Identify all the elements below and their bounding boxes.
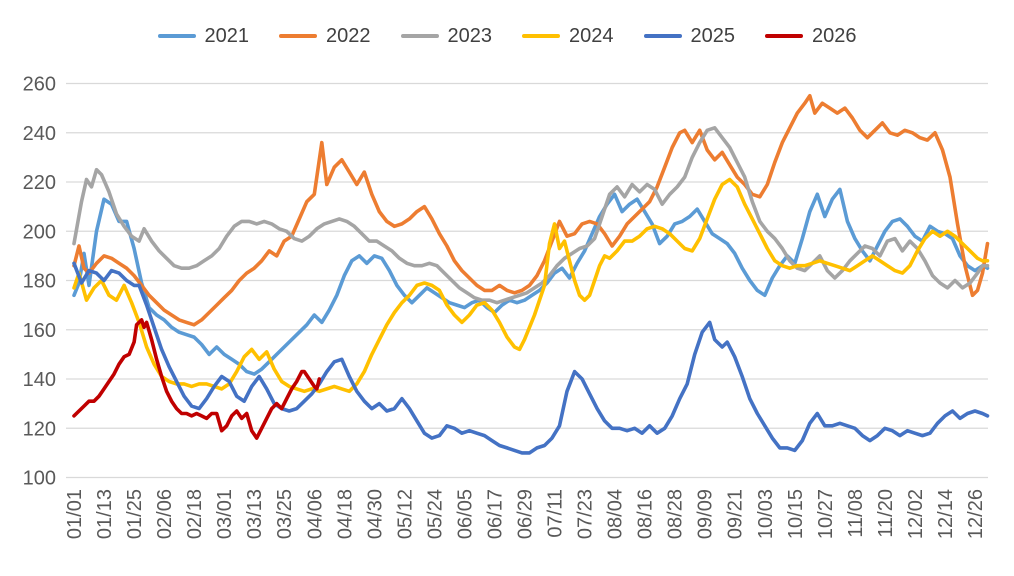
y-axis-tick-label: 260	[23, 74, 56, 96]
x-axis-tick-label: 09/09	[695, 489, 717, 539]
x-axis-tick-label: 03/13	[244, 489, 266, 539]
y-axis-tick-label: 180	[23, 271, 56, 293]
y-axis-tick-label: 140	[23, 369, 56, 391]
x-axis-tick-label: 03/25	[274, 489, 296, 539]
x-axis-tick-label: 12/02	[905, 489, 927, 539]
legend-label: 2026	[812, 25, 857, 47]
legend-label: 2021	[204, 25, 250, 47]
x-axis-tick-label: 08/04	[605, 489, 627, 539]
y-axis-tick-label: 160	[23, 320, 56, 342]
series-line-2024	[72, 177, 990, 394]
y-axis-tick-label: 220	[23, 172, 56, 194]
legend-line-swatch-icon	[279, 34, 317, 38]
x-axis-tick-label: 12/26	[965, 489, 987, 539]
x-axis-tick-label: 01/13	[94, 489, 116, 539]
legend-label: 2023	[447, 25, 493, 47]
legend-line-swatch-icon	[400, 34, 439, 38]
x-axis-tick-label: 10/27	[815, 489, 837, 539]
x-axis-tick-label: 06/17	[484, 489, 506, 539]
y-axis-tick-label: 240	[23, 123, 56, 145]
legend-line-swatch-icon	[157, 34, 196, 38]
x-axis-tick-label: 08/16	[635, 489, 657, 539]
x-axis-tick-label: 10/15	[785, 489, 807, 539]
x-axis-tick-label: 12/14	[935, 489, 957, 539]
y-axis-tick-label: 100	[23, 468, 56, 490]
y-axis-tick-label: 200	[23, 221, 56, 243]
x-axis-tick-label: 11/20	[875, 489, 897, 538]
x-axis-tick-label: 02/18	[184, 489, 206, 539]
legend-line-swatch-icon	[765, 34, 803, 38]
series-line-2022	[72, 94, 990, 327]
series-line-2021	[72, 187, 990, 376]
legend-line-swatch-icon	[522, 34, 560, 38]
series-line-2023	[72, 126, 990, 305]
legend-line-swatch-icon	[643, 34, 682, 38]
x-axis-tick-label: 02/06	[154, 489, 176, 539]
x-axis-tick-label: 06/29	[515, 489, 537, 539]
x-axis-tick-label: 04/30	[364, 489, 386, 539]
legend-item-2024: 2024	[522, 26, 614, 46]
x-axis-tick-label: 06/05	[454, 489, 476, 539]
x-axis-tick-label: 01/25	[124, 489, 146, 539]
x-axis-tick-label: 04/06	[304, 489, 326, 539]
chart-legend: 2021 2022 2023 2024 2025 2026	[0, 26, 1014, 46]
legend-label: 2024	[569, 25, 614, 47]
legend-item-2023: 2023	[400, 25, 493, 47]
legend-item-2022: 2022	[279, 26, 371, 46]
x-axis-tick-label: 03/01	[214, 489, 236, 539]
x-axis-tick-label: 05/12	[394, 489, 416, 539]
legend-item-2021: 2021	[157, 25, 250, 47]
x-axis-tick-label: 11/08	[845, 489, 867, 538]
legend-label: 2025	[690, 25, 736, 47]
legend-label: 2022	[326, 25, 371, 47]
x-axis-tick-label: 05/24	[424, 489, 446, 539]
x-axis-tick-label: 07/23	[575, 489, 597, 539]
x-axis-tick-label: 10/03	[755, 489, 777, 539]
y-axis-tick-label: 120	[23, 418, 56, 440]
series-line-2026	[72, 318, 322, 440]
series-line-2025	[72, 261, 990, 455]
legend-item-2025: 2025	[643, 25, 736, 47]
x-axis-tick-label: 01/01	[64, 489, 86, 539]
x-axis-tick-label: 09/21	[725, 489, 747, 539]
x-axis-tick-label: 04/18	[334, 489, 356, 539]
x-axis-tick-label: 08/28	[665, 489, 687, 539]
x-axis-tick-label: 07/11	[545, 489, 567, 538]
legend-item-2026: 2026	[765, 26, 857, 46]
